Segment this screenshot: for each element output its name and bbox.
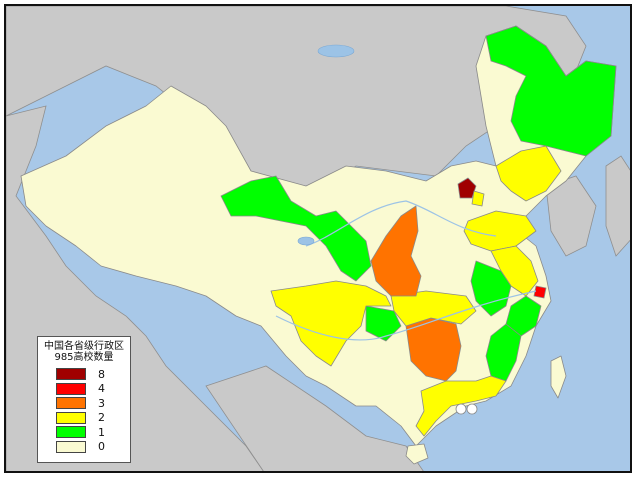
legend-swatch xyxy=(56,382,86,395)
neighbor-land-south xyxy=(205,365,424,471)
neighbor-land-north xyxy=(6,6,587,197)
region-liaoning xyxy=(495,145,562,202)
legend-label: 1 xyxy=(98,425,105,439)
legend-item: 4 xyxy=(38,382,130,397)
legend-swatch xyxy=(56,411,86,424)
legend-swatch xyxy=(56,397,86,410)
china-985-map xyxy=(6,6,630,471)
legend-item: 2 xyxy=(38,411,130,426)
legend-swatch xyxy=(56,368,86,381)
yellow-river xyxy=(305,200,497,247)
lake-north xyxy=(317,44,355,58)
legend-item: 0 xyxy=(38,440,130,455)
yangtze-river xyxy=(275,290,537,341)
legend-swatch xyxy=(56,440,86,453)
lake-west xyxy=(297,236,315,246)
legend-title-line1: 中国各省级行政区 xyxy=(44,341,124,352)
neighbor-korea xyxy=(545,175,597,257)
region-gansu xyxy=(220,175,372,282)
marker-hongkong xyxy=(466,403,478,415)
legend-label: 2 xyxy=(98,411,105,425)
region-anhui xyxy=(470,260,512,317)
region-hainan xyxy=(405,443,429,465)
legend-item: 1 xyxy=(38,425,130,440)
region-heilongjiang xyxy=(485,25,617,157)
region-guangdong xyxy=(415,375,507,437)
legend-title-line2: 985高校数量 xyxy=(54,352,114,363)
marker-macao xyxy=(455,403,467,415)
region-shaanxi xyxy=(370,205,422,297)
region-tianjin xyxy=(471,190,485,207)
region-fujian xyxy=(485,323,522,382)
region-hubei xyxy=(390,290,477,327)
legend-label: 8 xyxy=(98,367,105,381)
legend-item: 3 xyxy=(38,396,130,411)
legend-swatch xyxy=(56,426,86,439)
legend-item: 8 xyxy=(38,367,130,382)
region-shanghai xyxy=(533,285,547,299)
legend-label: 4 xyxy=(98,382,105,396)
legend-label: 0 xyxy=(98,440,105,454)
neighbor-japan xyxy=(605,155,630,257)
legend-title: 中国各省级行政区 985高校数量 xyxy=(38,341,130,363)
legend-label: 3 xyxy=(98,396,105,410)
region-taiwan xyxy=(550,355,567,399)
